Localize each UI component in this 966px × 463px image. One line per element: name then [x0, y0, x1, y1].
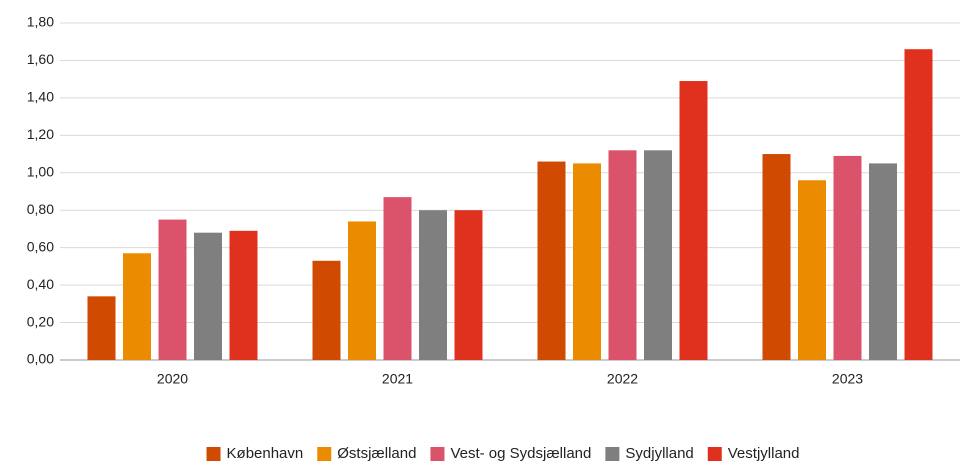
legend-swatch — [605, 447, 620, 461]
legend-label: Sydjylland — [625, 445, 693, 462]
bar — [679, 81, 708, 361]
bar — [904, 49, 933, 360]
y-tick-label: 1,20 — [27, 126, 54, 142]
bar — [194, 232, 222, 360]
bar — [573, 163, 601, 360]
bar — [87, 296, 116, 360]
bar — [608, 150, 637, 360]
bar — [312, 260, 341, 360]
bar — [762, 154, 791, 360]
y-tick-label: 0,40 — [27, 276, 54, 292]
bar — [798, 180, 826, 360]
bar — [833, 155, 862, 360]
legend-swatch — [707, 447, 722, 461]
legend-label: Vestjylland — [728, 445, 800, 462]
y-tick-label: 0,80 — [27, 201, 54, 217]
legend: København Østsjælland Vest- og Sydsjælland… — [206, 445, 800, 462]
bar — [454, 210, 483, 360]
y-tick-label: 1,80 — [27, 14, 54, 30]
y-tick-label: 0,60 — [27, 238, 54, 254]
legend-label: Østsjælland — [337, 445, 416, 462]
legend-swatch — [317, 447, 332, 461]
bar — [383, 197, 412, 360]
x-tick-label: 2023 — [832, 371, 863, 387]
x-tick-label: 2020 — [157, 371, 188, 387]
bar — [158, 219, 187, 360]
bar — [419, 210, 447, 360]
bar — [869, 163, 897, 360]
bar — [537, 161, 566, 360]
y-tick-label: 1,00 — [27, 163, 54, 179]
y-tick-label: 0,20 — [27, 313, 54, 329]
y-tick-label: 1,40 — [27, 89, 54, 105]
legend-label: København — [227, 445, 304, 462]
bar — [123, 253, 151, 360]
legend-label: Vest- og Sydsjælland — [450, 445, 591, 462]
bar — [229, 230, 258, 360]
y-tick-label: 0,00 — [27, 351, 54, 367]
legend-swatch — [430, 447, 445, 461]
x-tick-label: 2021 — [382, 371, 413, 387]
legend-swatch — [206, 447, 221, 461]
x-tick-label: 2022 — [607, 371, 638, 387]
y-tick-label: 1,60 — [27, 51, 54, 67]
bar — [644, 150, 672, 360]
bar — [348, 221, 376, 360]
